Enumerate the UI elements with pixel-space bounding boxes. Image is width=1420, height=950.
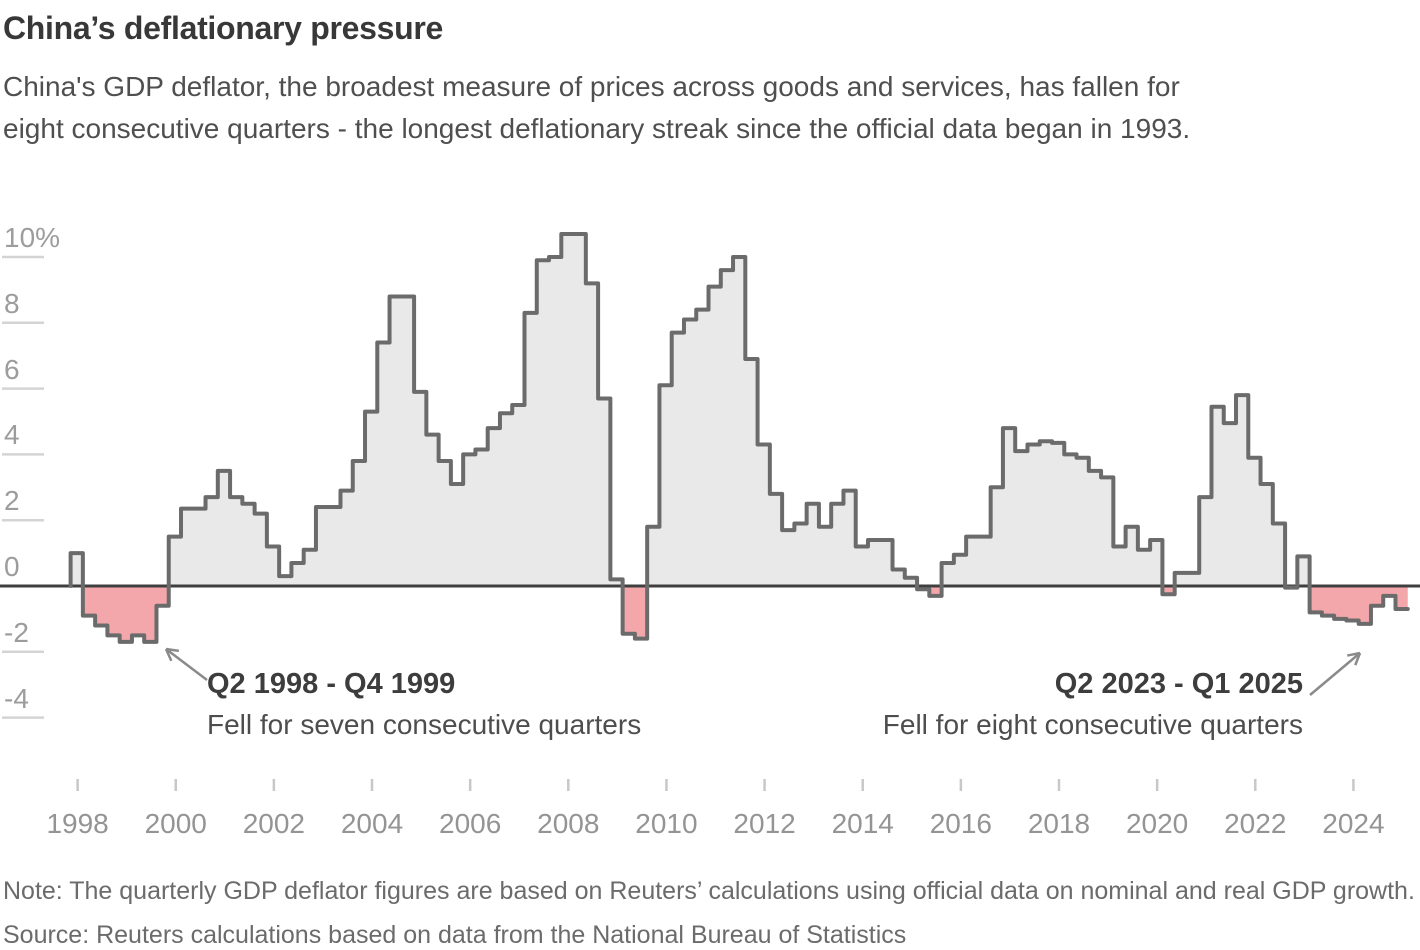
y-axis-label-10: 10% bbox=[4, 222, 61, 253]
arrow-to-2025-trough bbox=[1309, 651, 1362, 696]
y-axis-label--4: -4 bbox=[4, 682, 29, 714]
y-axis-label--2: -2 bbox=[4, 616, 29, 648]
source-text: Source: Reuters calculations based on da… bbox=[3, 921, 907, 949]
x-axis-label-2022: 2022 bbox=[1224, 808, 1287, 839]
x-axis-label-2020: 2020 bbox=[1125, 808, 1189, 839]
x-axis-label-2006: 2006 bbox=[439, 808, 502, 839]
arrow-to-1999-trough bbox=[164, 647, 208, 681]
y-axis-label-2: 2 bbox=[4, 485, 20, 517]
x-axis-label-2016: 2016 bbox=[929, 808, 992, 839]
x-axis-label-2024: 2024 bbox=[1322, 808, 1385, 839]
y-axis-label-0: 0 bbox=[4, 551, 20, 582]
x-axis-label-2010: 2010 bbox=[635, 808, 698, 839]
positive-area-fill bbox=[70, 233, 1408, 586]
y-axis-label-4: 4 bbox=[4, 419, 20, 451]
annotation-1998-1999: Q2 1998 - Q4 1999 Fell for seven consecu… bbox=[207, 666, 641, 742]
annotation-2-body: Fell for eight consecutive quarters bbox=[882, 709, 1303, 740]
y-axis-label-8: 8 bbox=[4, 287, 20, 319]
page-title: China’s deflationary pressure bbox=[3, 10, 444, 46]
x-axis-label-2004: 2004 bbox=[340, 808, 404, 839]
subtitle-line-1: China's GDP deflator, the broadest measu… bbox=[3, 71, 1180, 102]
x-axis-label-2018: 2018 bbox=[1027, 808, 1091, 839]
note-text: Note: The quarterly GDP deflator figures… bbox=[3, 877, 1415, 905]
annotation-1-heading: Q2 1998 - Q4 1999 bbox=[207, 668, 456, 700]
x-axis-label-1998: 1998 bbox=[46, 808, 109, 839]
x-axis-label-2012: 2012 bbox=[733, 808, 796, 839]
annotation-2023-2025: Q2 2023 - Q1 2025 Fell for eight consecu… bbox=[883, 666, 1303, 742]
subtitle-line-2: eight consecutive quarters - the longest… bbox=[3, 113, 1191, 144]
x-axis-label-2000: 2000 bbox=[144, 808, 207, 839]
annotation-2-heading: Q2 2023 - Q1 2025 bbox=[1054, 668, 1303, 700]
annotation-1-body: Fell for seven consecutive quarters bbox=[207, 709, 642, 740]
y-axis-label-6: 6 bbox=[4, 353, 20, 385]
x-axis-label-2002: 2002 bbox=[242, 808, 306, 839]
x-axis-label-2014: 2014 bbox=[831, 808, 894, 839]
x-axis-label-2008: 2008 bbox=[537, 808, 600, 839]
gdp-deflator-line bbox=[68, 231, 1410, 644]
